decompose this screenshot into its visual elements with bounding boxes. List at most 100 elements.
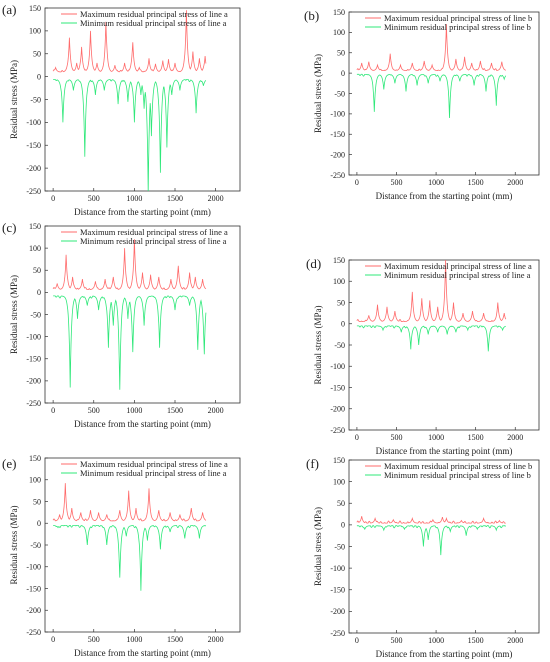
- y-tick-label: -250: [26, 399, 41, 408]
- x-tick-label: 1500: [468, 636, 484, 645]
- x-tick-label: 1000: [428, 178, 444, 187]
- y-axis-label: Residual stress (MPa): [9, 275, 19, 354]
- legend-entry: Minimum residual principal stress of lin…: [384, 270, 531, 280]
- y-tick-label: -100: [330, 564, 345, 573]
- x-tick-label: 0: [51, 194, 55, 203]
- series-line-min: [53, 295, 207, 390]
- x-axis-label: Distance from the starting point (mm): [376, 649, 513, 659]
- plot-frame: [348, 11, 540, 176]
- x-tick-label: 2000: [507, 178, 523, 187]
- y-tick-label: 50: [337, 49, 345, 58]
- plot-frame: [348, 459, 540, 634]
- x-tick-label: 500: [391, 178, 403, 187]
- panel-label: (c): [2, 220, 16, 235]
- y-tick-label: -250: [330, 629, 345, 638]
- y-tick-label: 150: [333, 256, 345, 265]
- x-tick-label: 2000: [507, 433, 523, 442]
- series-line-max: [356, 24, 506, 72]
- y-tick-label: 0: [37, 72, 41, 81]
- panel-label: (f): [306, 456, 319, 471]
- y-tick-label: 150: [333, 8, 345, 17]
- y-tick-label: -200: [26, 606, 41, 615]
- x-axis-label: Distance from the starting point (mm): [74, 419, 211, 429]
- x-axis-label: Distance from the starting point (mm): [376, 191, 513, 201]
- y-tick-label: -200: [26, 377, 41, 386]
- plot-frame: [348, 259, 540, 431]
- series-line-max: [52, 10, 207, 73]
- y-tick-label: -250: [26, 628, 41, 637]
- legend-entry: Minimum residual principal stress of lin…: [80, 468, 227, 478]
- series-line-max: [52, 239, 207, 291]
- y-axis-label: Residual stress (MPa): [9, 60, 19, 139]
- y-tick-label: 100: [333, 28, 345, 37]
- legend-entry: Minimum residual principal stress of lin…: [384, 22, 531, 32]
- y-axis-label: Residual stress (MPa): [9, 506, 19, 585]
- y-axis-label: Residual stress (MPa): [313, 54, 323, 133]
- y-axis-label: Residual stress (MPa): [313, 507, 323, 586]
- x-tick-label: 1500: [167, 194, 183, 203]
- x-tick-label: 1000: [428, 636, 444, 645]
- x-tick-label: 1000: [126, 635, 142, 644]
- x-tick-label: 1000: [126, 406, 142, 415]
- y-tick-label: -50: [334, 341, 345, 350]
- y-tick-label: 50: [33, 266, 41, 275]
- x-tick-label: 0: [355, 433, 359, 442]
- y-tick-label: -100: [26, 563, 41, 572]
- series-line-min: [356, 525, 507, 556]
- y-tick-label: -250: [330, 426, 345, 435]
- y-tick-label: -200: [26, 164, 41, 173]
- y-tick-label: -100: [26, 118, 41, 127]
- series-line-max: [52, 483, 207, 522]
- x-tick-label: 1500: [167, 406, 183, 415]
- y-tick-label: -150: [26, 355, 41, 364]
- series-line-min: [356, 73, 507, 119]
- x-tick-label: 0: [51, 406, 55, 415]
- y-tick-label: 0: [37, 288, 41, 297]
- x-tick-label: 1500: [167, 635, 183, 644]
- legend-entry: Maximum residual principal stress of lin…: [384, 461, 532, 471]
- x-tick-label: 1000: [126, 194, 142, 203]
- plot-frame: [44, 225, 241, 404]
- y-tick-label: -50: [30, 310, 41, 319]
- y-tick-label: 150: [333, 456, 345, 465]
- legend-entry: Minimum residual principal stress of lin…: [384, 470, 531, 480]
- x-tick-label: 500: [88, 635, 100, 644]
- panel-label: (b): [304, 8, 319, 23]
- y-tick-label: -200: [330, 607, 345, 616]
- legend-entry: Maximum residual principal stress of lin…: [80, 9, 228, 19]
- y-tick-label: 0: [341, 320, 345, 329]
- legend-entry: Minimum residual principal stress of lin…: [80, 236, 227, 246]
- y-tick-label: 0: [341, 521, 345, 530]
- y-tick-label: 150: [29, 4, 41, 13]
- x-tick-label: 500: [88, 194, 100, 203]
- y-tick-label: 100: [333, 277, 345, 286]
- y-tick-label: -200: [330, 405, 345, 414]
- y-tick-label: -100: [330, 362, 345, 371]
- y-tick-label: 50: [337, 499, 345, 508]
- x-tick-label: 500: [391, 636, 403, 645]
- x-tick-label: 0: [355, 178, 359, 187]
- y-tick-label: -50: [334, 542, 345, 551]
- y-tick-label: -150: [330, 130, 345, 139]
- y-tick-label: -200: [330, 150, 345, 159]
- x-axis-label: Distance from the starting point (mm): [74, 207, 211, 217]
- y-tick-label: -250: [26, 187, 41, 196]
- y-axis-label: Residual stress (MPa): [313, 306, 323, 385]
- x-tick-label: 2000: [208, 635, 224, 644]
- legend-entry: Maximum residual principal stress of lin…: [80, 459, 228, 469]
- y-tick-label: 50: [33, 497, 41, 506]
- y-tick-label: 100: [29, 27, 41, 36]
- y-tick-label: -250: [330, 171, 345, 180]
- x-axis-label: Distance from the starting point (mm): [74, 648, 211, 658]
- x-tick-label: 0: [51, 635, 55, 644]
- x-tick-label: 1000: [428, 433, 444, 442]
- y-tick-label: -150: [330, 383, 345, 392]
- y-tick-label: 100: [29, 244, 41, 253]
- series-line-min: [53, 525, 207, 591]
- y-tick-label: -50: [30, 541, 41, 550]
- y-tick-label: 50: [337, 298, 345, 307]
